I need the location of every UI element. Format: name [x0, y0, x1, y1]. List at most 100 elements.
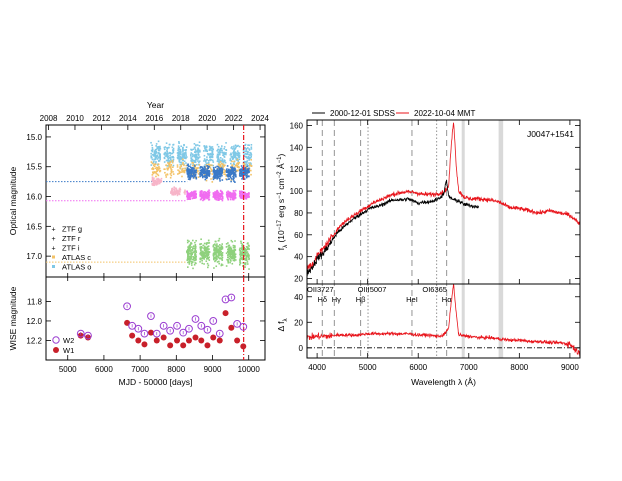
ztf-i-point: [245, 175, 247, 177]
ztf-g-point: [200, 249, 202, 252]
ztf-g-point: [189, 243, 192, 246]
atlas-o-point: [244, 164, 247, 166]
atlas-c-point: [181, 171, 184, 173]
ztf-g-point: [187, 246, 189, 248]
ztf-i-point: [200, 172, 203, 174]
atlas-o-point: [233, 163, 235, 166]
atlas-o-point: [198, 161, 200, 164]
legend-marker-ztf-r: +: [51, 236, 55, 243]
atlas-o-point: [154, 162, 157, 165]
atlas-o-point: [167, 146, 170, 149]
ztf-i-point: [186, 169, 188, 171]
w2-point: [197, 321, 206, 330]
ztf-i-point: [216, 171, 218, 174]
ztf-g-point: [213, 251, 216, 254]
atlas-c-point: [170, 168, 172, 170]
ztf-r-point: [221, 191, 223, 194]
atlas-c-point: [198, 164, 201, 166]
ztf-i-point: [246, 169, 248, 172]
ztf-g-point: [243, 250, 246, 252]
atlas-c-point: [220, 166, 223, 168]
atlas-c-point: [243, 163, 246, 166]
ztf-r-point: [239, 193, 242, 195]
ztf-r-point: [241, 192, 244, 195]
atlas-o-point: [246, 147, 249, 149]
ztf-g-point: [218, 237, 221, 240]
pink-point: [151, 180, 154, 183]
ztf-i-point: [226, 178, 228, 181]
ztf-i-point: [203, 175, 206, 178]
atlas-o-point: [234, 151, 236, 154]
ztf-i-point: [202, 167, 204, 170]
ztf-g-point: [194, 250, 196, 253]
diff-xlabel: Wavelength λ (Å): [411, 377, 476, 387]
atlas-o-point: [194, 159, 197, 162]
atlas-o-point: [178, 141, 180, 143]
ztf-g-point: [201, 255, 204, 258]
ztf-g-point: [239, 259, 242, 261]
atlas-o-point: [176, 152, 179, 154]
atlas-o-point: [183, 156, 185, 159]
w2-point: [76, 329, 85, 338]
pink-point: [153, 179, 156, 182]
ztf-r-point: [227, 190, 229, 193]
atlas-c-point: [223, 165, 225, 168]
ztf-g-point: [199, 251, 202, 254]
ztf-i-point: [241, 168, 243, 170]
atlas-c-point: [197, 167, 199, 170]
spectra-frame: [306, 119, 581, 285]
atlas-o-point: [210, 147, 213, 150]
atlas-o-point: [216, 155, 219, 157]
atlas-o-point: [223, 160, 226, 163]
ztf-g-point: [244, 262, 247, 265]
atlas-c-point: [181, 158, 184, 161]
atlas-o-point: [159, 154, 161, 156]
ztf-r-point: [206, 193, 208, 196]
atlas-o-point: [243, 155, 246, 158]
atlas-c-point: [224, 164, 226, 167]
atlas-c-point: [158, 170, 161, 173]
ztf-g-point: [221, 248, 224, 250]
ztf-i-point: [241, 178, 243, 180]
ztf-g-point: [186, 258, 189, 261]
ztf-g-point: [230, 239, 233, 242]
ztf-i-point: [192, 172, 195, 175]
ztf-g-point: [245, 255, 248, 258]
ztf-g-point: [233, 249, 235, 252]
ztf-i-point: [192, 171, 194, 173]
ztf-g-point: [199, 246, 202, 248]
atlas-c-point: [191, 161, 194, 164]
atlas-o-point: [216, 143, 219, 146]
atlas-o-point: [232, 162, 235, 165]
atlas-c-point: [170, 171, 173, 174]
atlas-c-point: [217, 163, 220, 165]
atlas-c-point: [154, 167, 157, 170]
atlas-o-point: [191, 153, 194, 155]
ztf-g-point: [233, 258, 236, 261]
ztf-r-point: [220, 194, 222, 196]
w1-point: [192, 334, 199, 341]
ztf-r-point: [240, 194, 242, 197]
atlas-o-point: [204, 149, 207, 152]
atlas-o-point: [250, 152, 252, 154]
ztf-g-point: [215, 244, 217, 247]
atlas-o-point: [163, 146, 166, 149]
atlas-o-point: [233, 145, 235, 148]
ztf-g-point: [232, 253, 235, 255]
year-tick-label: 2016: [145, 114, 163, 123]
atlas-o-point: [181, 153, 184, 155]
ztf-r-point: [204, 191, 206, 193]
atlas-o-point: [230, 156, 233, 158]
spec-ytick-label: 80: [294, 209, 303, 218]
pink-point: [153, 184, 155, 187]
diff-xtick-label: 6000: [409, 363, 427, 372]
atlas-o-point: [158, 152, 160, 155]
atlas-o-point: [169, 158, 172, 161]
ztf-r-point: [216, 190, 219, 193]
atlas-c-point: [168, 163, 170, 165]
ztf-g-point: [195, 251, 198, 254]
ztf-g-point: [205, 243, 208, 246]
atlas-o-point: [183, 153, 185, 156]
ztf-g-point: [203, 263, 205, 265]
atlas-o-point: [231, 148, 234, 150]
